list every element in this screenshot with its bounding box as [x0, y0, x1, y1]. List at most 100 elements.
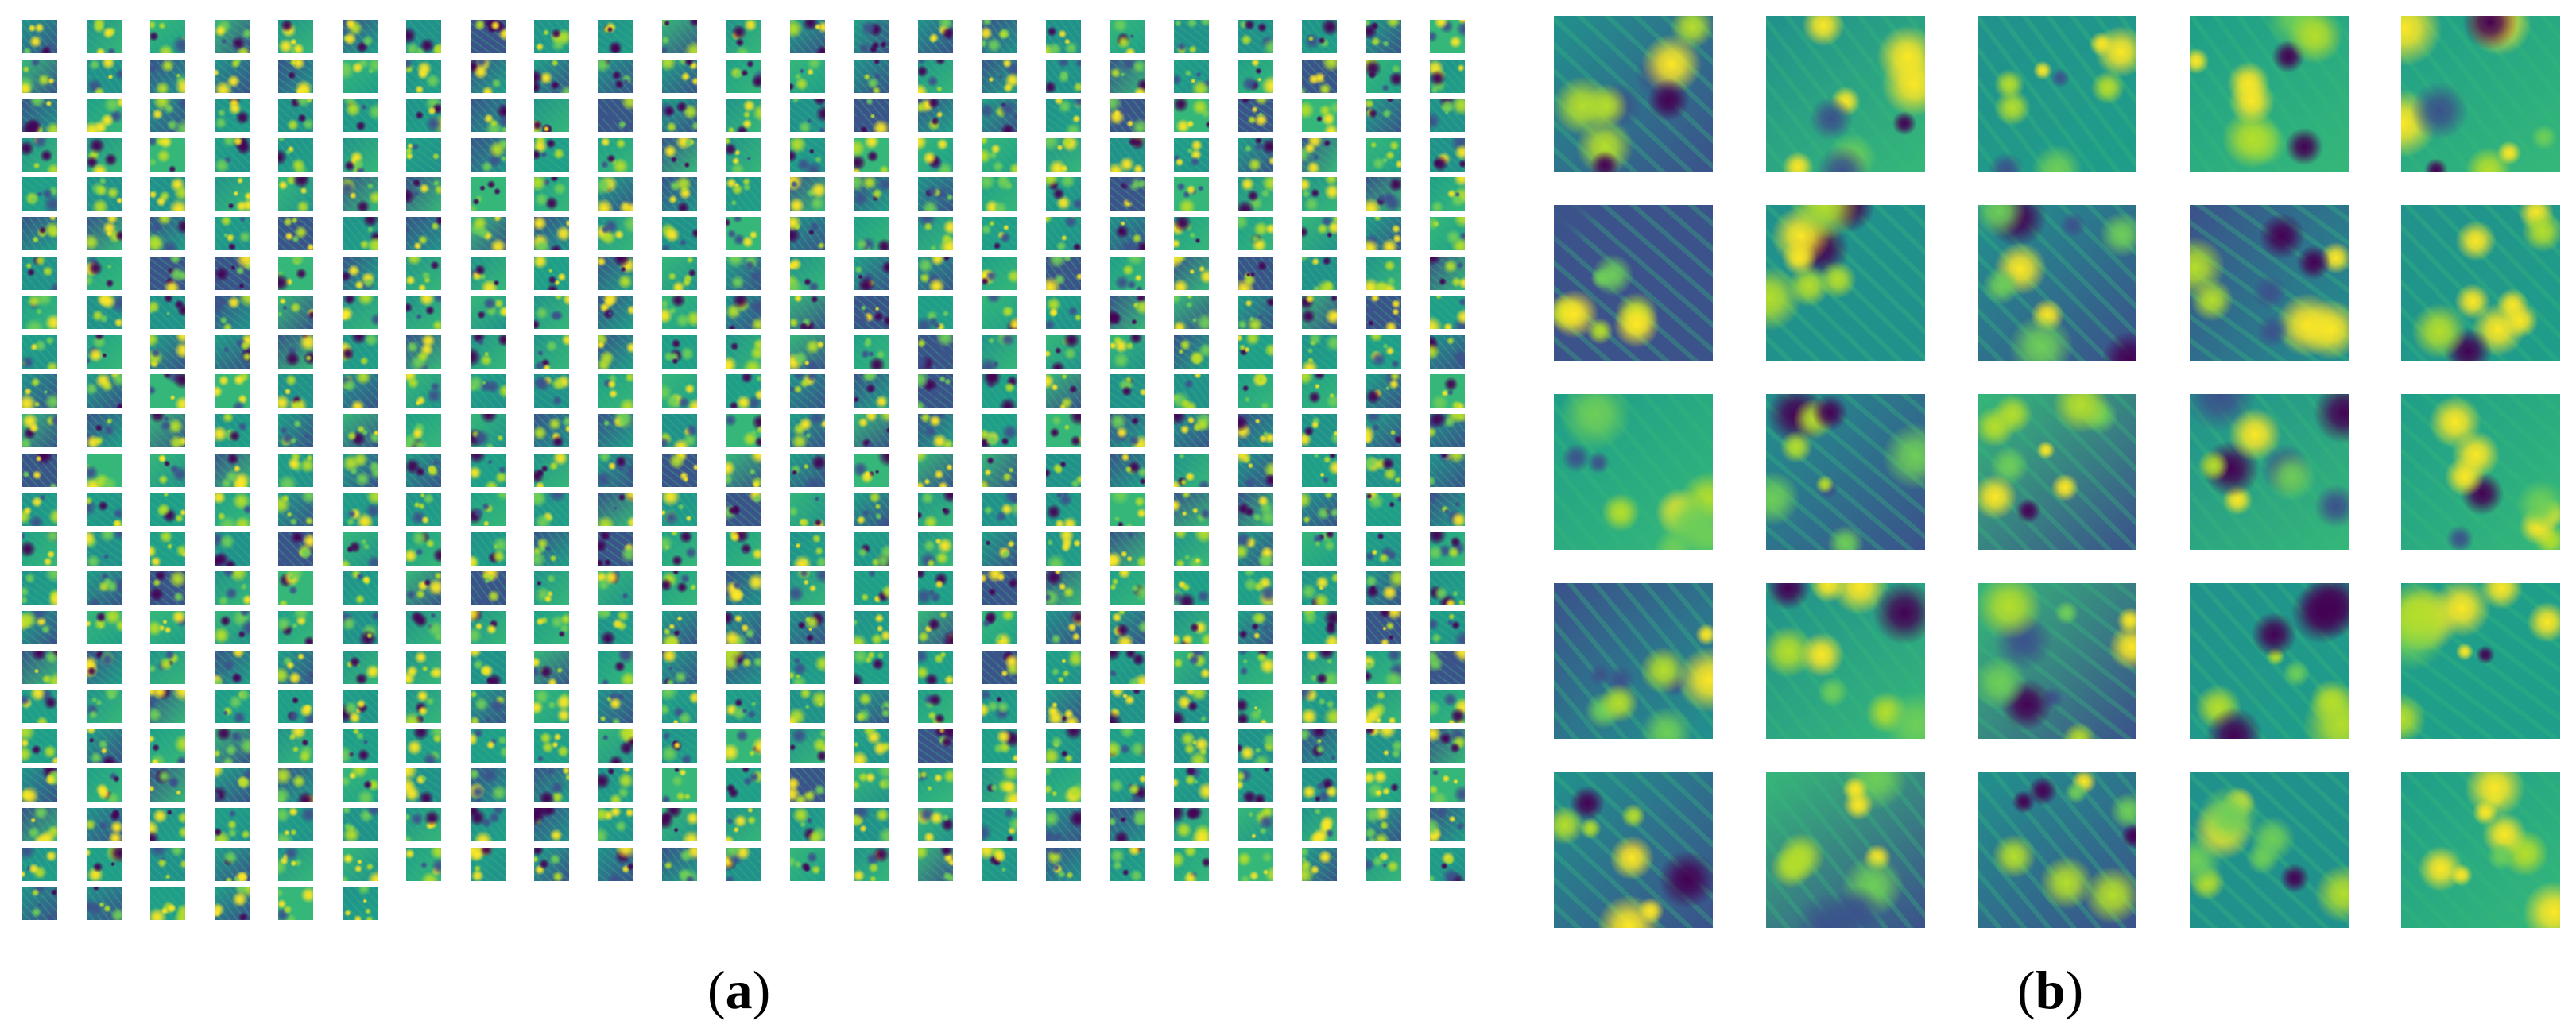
feature-map-tile — [790, 611, 825, 644]
feature-map-tile — [854, 611, 889, 644]
feature-map-tile — [982, 59, 1017, 93]
feature-map-tile — [598, 177, 633, 211]
feature-map-tile — [1430, 729, 1465, 763]
feature-map-tile — [1238, 177, 1273, 211]
feature-map-tile — [406, 453, 441, 487]
feature-map-tile — [918, 847, 953, 881]
feature-map-tile — [790, 256, 825, 290]
feature-map-tile — [1046, 20, 1081, 53]
feature-map-tile — [726, 137, 761, 172]
feature-map-tile — [1978, 772, 2136, 928]
feature-map-tile — [1174, 690, 1209, 724]
feature-map-tile — [150, 217, 185, 250]
feature-map-tile — [598, 532, 633, 566]
feature-map-tile — [342, 808, 378, 841]
feature-map-tile — [1302, 99, 1337, 133]
feature-map-tile — [1046, 808, 1081, 841]
feature-map-tile — [342, 374, 378, 408]
feature-map-tile — [406, 729, 441, 763]
feature-map-tile — [1110, 217, 1145, 250]
feature-map-tile — [790, 374, 825, 408]
feature-map-tile — [918, 59, 953, 93]
feature-map-tile — [1430, 296, 1465, 330]
feature-map-tile — [342, 414, 378, 447]
feature-map-tile — [406, 217, 441, 250]
feature-map-tile — [86, 808, 122, 841]
feature-map-tile — [1110, 690, 1145, 724]
feature-map-tile — [598, 296, 633, 330]
feature-map-tile — [790, 808, 825, 841]
feature-map-tile — [22, 177, 57, 211]
feature-map-tile — [854, 334, 889, 369]
feature-map-tile — [278, 217, 313, 250]
feature-map-tile — [790, 729, 825, 763]
feature-map-tile — [1302, 296, 1337, 330]
feature-map-tile — [726, 414, 761, 447]
feature-map-tile — [982, 493, 1017, 527]
feature-map-tile — [1365, 768, 1401, 802]
feature-map-tile — [1302, 729, 1337, 763]
feature-map-tile — [342, 493, 378, 527]
feature-map-tile — [982, 137, 1017, 172]
feature-map-tile — [1174, 334, 1209, 369]
feature-map-tile — [918, 334, 953, 369]
feature-map-tile — [278, 650, 313, 684]
feature-map-tile — [1046, 571, 1081, 605]
feature-map-tile — [1430, 334, 1465, 369]
feature-map-tile — [1430, 99, 1465, 133]
feature-map-tile — [278, 59, 313, 93]
feature-map-tile — [918, 650, 953, 684]
feature-map-tile — [1046, 217, 1081, 250]
feature-map-tile — [662, 729, 697, 763]
feature-map-tile — [982, 690, 1017, 724]
feature-map-tile — [278, 768, 313, 802]
feature-map-tile — [1238, 59, 1273, 93]
feature-map-tile — [534, 137, 569, 172]
feature-map-tile — [918, 453, 953, 487]
feature-map-tile — [214, 256, 250, 290]
feature-map-tile — [1365, 650, 1401, 684]
feature-map-tile — [918, 532, 953, 566]
feature-map-tile — [790, 20, 825, 53]
caption-letter: a — [725, 960, 753, 1020]
feature-map-tile — [1238, 374, 1273, 408]
feature-map-tile — [406, 137, 441, 172]
feature-map-tile — [534, 729, 569, 763]
feature-map-tile — [470, 20, 506, 53]
feature-map-tile — [726, 571, 761, 605]
feature-map-tile — [22, 414, 57, 447]
feature-map-tile — [1046, 768, 1081, 802]
feature-map-tile — [1302, 611, 1337, 644]
feature-map-tile — [1174, 217, 1209, 250]
feature-map-tile — [726, 690, 761, 724]
feature-map-tile — [1365, 690, 1401, 724]
feature-map-tile — [726, 493, 761, 527]
feature-map-tile — [1978, 394, 2136, 550]
feature-map-tile — [790, 334, 825, 369]
panel-a-feature-map-grid — [22, 20, 1465, 930]
feature-map-tile — [342, 729, 378, 763]
feature-map-tile — [790, 493, 825, 527]
feature-map-tile — [1430, 650, 1465, 684]
feature-map-tile — [790, 571, 825, 605]
feature-map-tile — [278, 256, 313, 290]
feature-map-tile — [1238, 493, 1273, 527]
feature-map-tile — [1238, 414, 1273, 447]
feature-map-tile — [1174, 532, 1209, 566]
feature-map-tile — [1430, 611, 1465, 644]
feature-map-tile — [1365, 256, 1401, 290]
feature-map-tile — [22, 493, 57, 527]
feature-map-tile — [534, 532, 569, 566]
feature-map-tile — [1302, 374, 1337, 408]
feature-map-tile — [790, 137, 825, 172]
feature-map-tile — [86, 847, 122, 881]
feature-map-tile — [2189, 16, 2349, 172]
feature-map-tile — [598, 650, 633, 684]
feature-map-tile — [1174, 374, 1209, 408]
feature-map-tile — [1110, 571, 1145, 605]
feature-map-tile — [470, 690, 506, 724]
feature-map-tile — [1110, 137, 1145, 172]
caption-paren-open: ( — [2017, 960, 2036, 1020]
feature-map-tile — [790, 453, 825, 487]
feature-map-tile — [22, 887, 57, 921]
